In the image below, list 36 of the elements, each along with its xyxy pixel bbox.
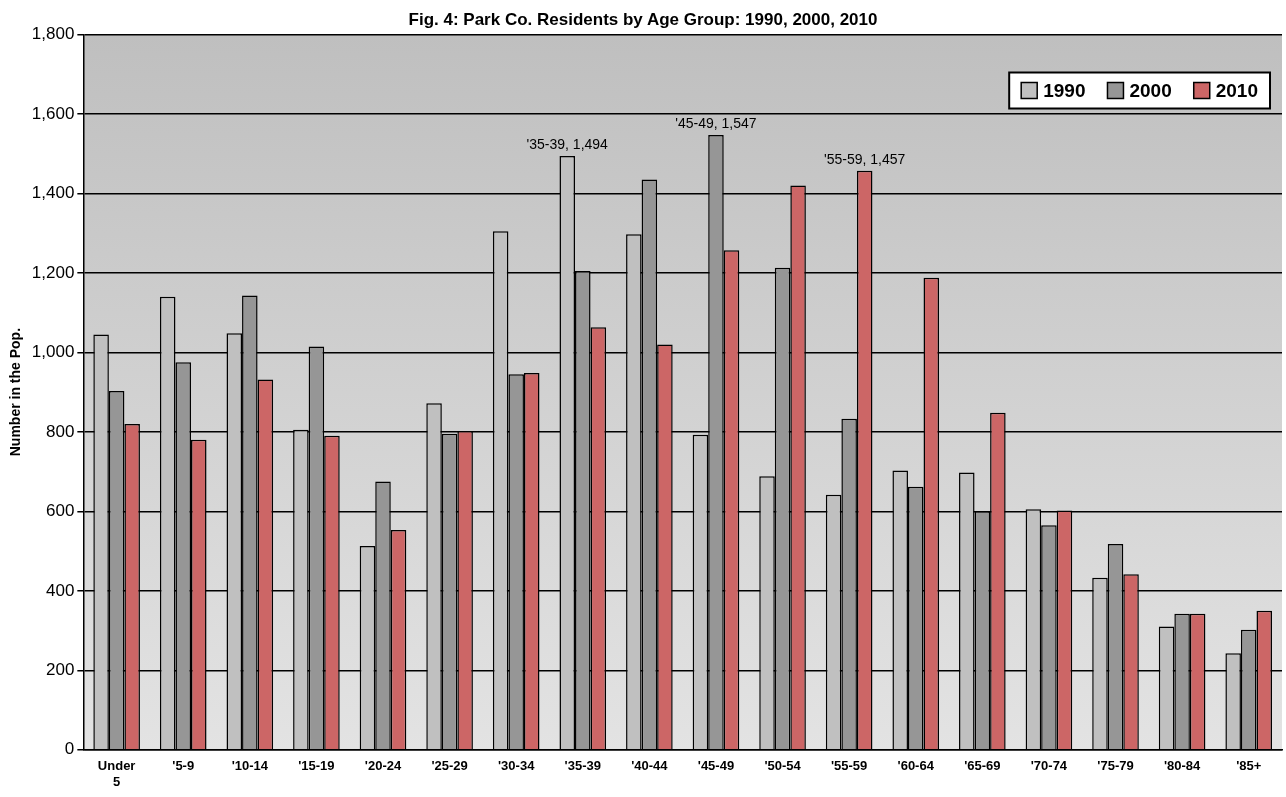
y-tick-label: 1,800 bbox=[31, 24, 75, 44]
x-tick-label: '35-39 bbox=[564, 758, 601, 774]
data-label: '45-49, 1,547 bbox=[675, 114, 757, 131]
y-tick-label: 1,000 bbox=[31, 342, 75, 362]
y-tick-label: 0 bbox=[64, 739, 75, 759]
data-label: '55-59, 1,457 bbox=[824, 150, 906, 167]
x-tick-label: '20-24 bbox=[364, 758, 402, 774]
x-tick-label: '70-74 bbox=[1030, 758, 1068, 774]
chart-title: Fig. 4: Park Co. Residents by Age Group: 1990, 2000, 2010 bbox=[408, 9, 878, 29]
x-tick-label: '55-59 bbox=[830, 758, 868, 774]
x-tick-label: '25-29 bbox=[431, 758, 468, 774]
x-tick-label: Under 5 bbox=[97, 758, 136, 789]
y-tick-label: 200 bbox=[45, 660, 75, 679]
x-tick-label: '60-64 bbox=[897, 758, 935, 774]
x-tick-label: '65-69 bbox=[964, 758, 1001, 774]
y-tick-label: 800 bbox=[45, 421, 75, 441]
y-axis-title: Number in the Pop. bbox=[7, 327, 24, 457]
x-tick-label: '50-54 bbox=[764, 758, 802, 774]
y-tick-label: 1,600 bbox=[31, 103, 75, 123]
x-tick-label: '40-44 bbox=[631, 758, 669, 774]
x-tick-label: '15-19 bbox=[298, 758, 335, 774]
y-tick-label: 1,400 bbox=[31, 183, 75, 203]
y-tick-label: 600 bbox=[45, 501, 75, 521]
x-tick-label: '10-14 bbox=[231, 758, 269, 774]
x-tick-label: '85+ bbox=[1236, 758, 1262, 774]
legend-label: 1990 bbox=[1043, 79, 1086, 101]
x-tick-label: '75-79 bbox=[1097, 758, 1134, 774]
x-tick-label: '5-9 bbox=[172, 758, 195, 774]
data-label: '35-39, 1,494 bbox=[526, 135, 609, 152]
y-tick-label: 1,200 bbox=[31, 262, 75, 282]
x-tick-label: '80-84 bbox=[1163, 758, 1202, 774]
x-tick-label: '45-49 bbox=[697, 758, 735, 774]
x-tick-label: '30-34 bbox=[498, 758, 536, 774]
y-tick-label: 400 bbox=[45, 580, 75, 600]
legend-label: 2000 bbox=[1129, 79, 1172, 101]
legend-label: 2010 bbox=[1215, 79, 1259, 101]
